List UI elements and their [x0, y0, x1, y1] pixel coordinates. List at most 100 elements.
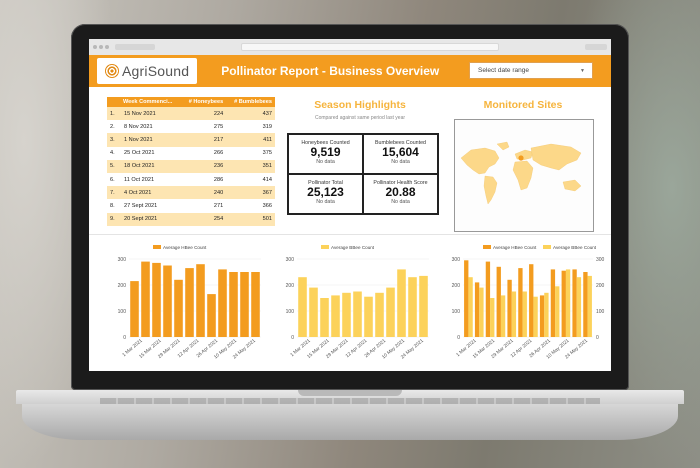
legend-swatch — [153, 245, 161, 249]
bar — [550, 269, 556, 337]
row-honeybees: 286 — [181, 172, 227, 187]
row-week: 20 Sept 2021 — [121, 212, 182, 226]
bar — [130, 281, 139, 337]
column-header-week[interactable]: Week Commenci... — [107, 97, 182, 107]
row-week: 1 Nov 2021 — [121, 133, 182, 147]
bar — [496, 266, 501, 337]
table-row[interactable]: 7. 4 Oct 2021 240 367 — [107, 186, 275, 200]
world-map-graphic — [460, 141, 582, 205]
column-header-bumblebees[interactable]: # Bumblebees — [226, 97, 275, 107]
bar — [229, 272, 238, 337]
bar — [522, 291, 527, 337]
table-row[interactable]: 1. 15 Nov 2021 224 437 — [107, 107, 275, 121]
bar — [583, 272, 588, 337]
table-row[interactable]: 2. 8 Nov 2021 275 319 — [107, 120, 275, 134]
y-tick-label-right: 100 — [596, 309, 605, 315]
row-week: 27 Sept 2021 — [121, 199, 182, 213]
bar — [576, 277, 582, 337]
bar — [419, 275, 428, 337]
bar — [511, 291, 517, 337]
row-bumblebees: 367 — [226, 186, 275, 200]
row-honeybees: 217 — [181, 133, 227, 147]
kpi-label: Bumblebees Counted — [375, 140, 426, 146]
row-bumblebees: 437 — [226, 107, 275, 121]
bar — [565, 269, 571, 337]
site-marker[interactable] — [518, 155, 524, 161]
row-index: 1. — [107, 107, 121, 121]
world-map[interactable] — [454, 119, 594, 232]
bar — [500, 295, 506, 337]
y-tick-label: 100 — [286, 309, 295, 315]
kpi-delta: No data — [316, 159, 335, 165]
kpi-value: 20.88 — [385, 185, 416, 199]
section-divider — [89, 234, 611, 235]
legend-swatch — [321, 245, 329, 249]
row-bumblebees: 375 — [226, 146, 275, 160]
bar — [529, 264, 534, 337]
table-row[interactable]: 4. 25 Oct 2021 266 375 — [107, 146, 275, 160]
laptop-hinge-notch — [298, 390, 402, 396]
column-header-honeybees[interactable]: # Honeybees — [181, 97, 227, 107]
bar — [364, 296, 373, 337]
bar — [539, 295, 545, 337]
y-tick-label: 200 — [286, 283, 295, 289]
kpi-label: Pollinator Health Score — [373, 180, 428, 186]
row-index: 8. — [107, 199, 121, 213]
bar — [353, 291, 362, 337]
kpi-value: 15,604 — [382, 145, 419, 159]
row-honeybees: 271 — [181, 199, 227, 213]
bar — [152, 262, 161, 337]
bar — [572, 269, 577, 337]
table-row[interactable]: 9. 20 Sept 2021 254 501 — [107, 212, 275, 226]
table-row[interactable]: 8. 27 Sept 2021 271 366 — [107, 199, 275, 213]
browser-tab[interactable] — [115, 44, 155, 50]
bar — [518, 268, 523, 337]
row-bumblebees: 319 — [226, 120, 275, 134]
bar — [408, 277, 417, 337]
bar — [207, 294, 216, 337]
bar — [320, 298, 329, 337]
y-tick-label: 200 — [452, 283, 461, 289]
bar — [309, 287, 318, 337]
kpi-health-score: Pollinator Health Score 20.88 No data — [363, 174, 438, 214]
kpi-delta: No data — [391, 199, 410, 205]
y-tick-label: 100 — [452, 309, 461, 315]
y-tick-label-right: 0 — [596, 335, 599, 341]
kpi-pollinator-total: Pollinator Total 25,123 No data — [288, 174, 363, 214]
window-controls[interactable] — [93, 45, 109, 49]
row-week: 18 Oct 2021 — [121, 159, 182, 173]
monitored-sites-title: Monitored Sites — [483, 99, 563, 111]
row-bumblebees: 366 — [226, 199, 275, 213]
browser-icons[interactable] — [585, 44, 607, 50]
table-row[interactable]: 6. 11 Oct 2021 286 414 — [107, 172, 275, 187]
logo-text: AgriSound — [122, 63, 190, 79]
date-range-select[interactable]: Select date range ▼ — [469, 62, 593, 79]
y-tick-label: 0 — [291, 335, 294, 341]
bar — [490, 298, 495, 337]
bar — [240, 272, 249, 337]
y-tick-label: 300 — [118, 257, 127, 263]
bar — [485, 261, 491, 337]
row-bumblebees: 351 — [226, 159, 275, 173]
bar — [544, 292, 549, 337]
row-honeybees: 240 — [181, 186, 227, 200]
legend-swatch — [543, 245, 551, 249]
season-highlights-title: Season Highlights — [314, 99, 406, 111]
row-week: 25 Oct 2021 — [121, 146, 182, 160]
address-bar[interactable] — [241, 43, 499, 51]
bar — [386, 287, 395, 337]
y-tick-label-right: 300 — [596, 257, 605, 263]
season-highlights-subtitle: Compared against same period last year — [314, 115, 406, 121]
bar — [251, 272, 260, 337]
bar — [555, 286, 560, 337]
kpi-scorecards: Honeybees Counted 9,519 No data Bumblebe… — [287, 133, 439, 215]
table-row[interactable]: 3. 1 Nov 2021 217 411 — [107, 133, 275, 147]
bar — [375, 292, 384, 337]
bar — [561, 270, 566, 337]
row-bumblebees: 411 — [226, 133, 275, 147]
kpi-delta: No data — [391, 159, 410, 165]
y-tick-label: 300 — [286, 257, 295, 263]
table-row[interactable]: 5. 18 Oct 2021 236 351 — [107, 159, 275, 173]
row-index: 3. — [107, 133, 121, 147]
table-header-row: Week Commenci... # Honeybees # Bumblebee… — [107, 97, 275, 107]
